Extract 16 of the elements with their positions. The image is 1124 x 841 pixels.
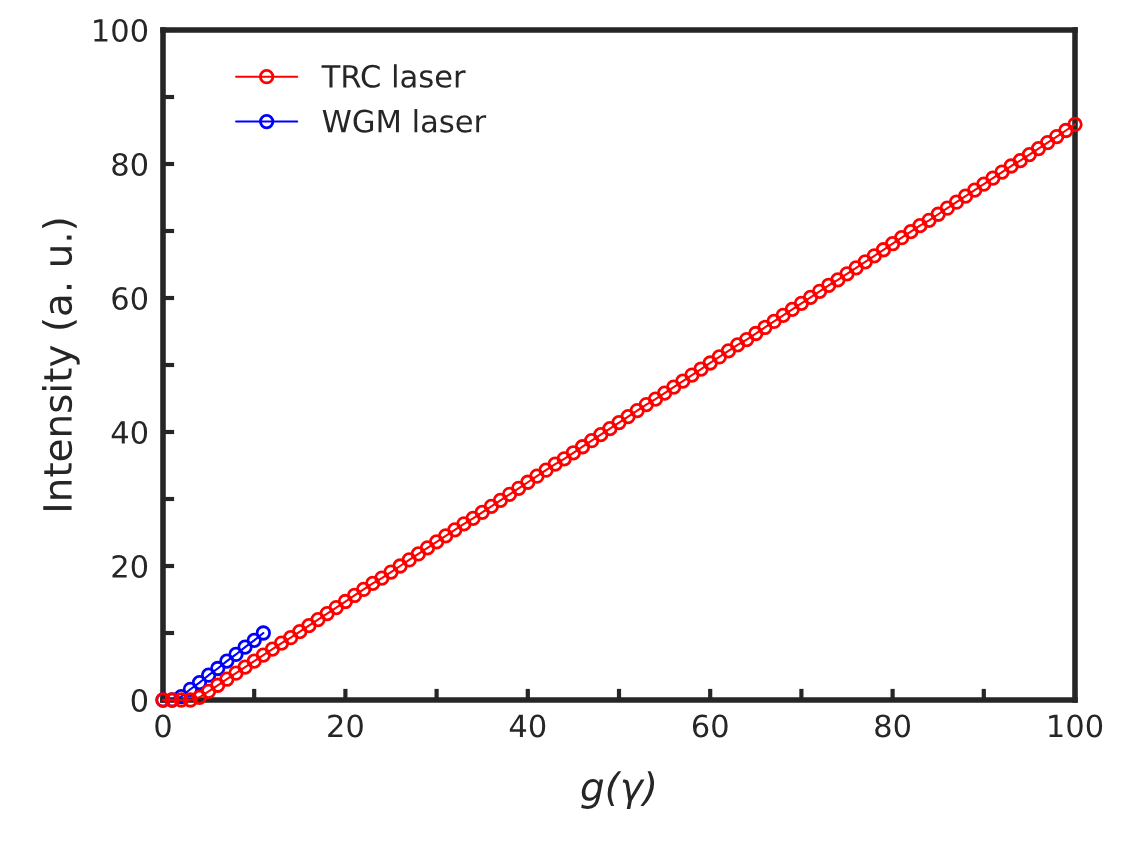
x-tick-label: 20 bbox=[328, 714, 363, 738]
x-tick-label: 0 bbox=[155, 714, 171, 738]
x-tick-label: 100 bbox=[1049, 714, 1103, 738]
y-tick-label: 100 bbox=[94, 18, 148, 43]
x-tick-label: 60 bbox=[692, 714, 728, 738]
y-tick-label: 40 bbox=[111, 420, 148, 445]
y-tick-label: 80 bbox=[112, 152, 148, 177]
y-tick-label: 0 bbox=[131, 688, 148, 713]
x-tick-label: 80 bbox=[875, 714, 911, 738]
y-tick-label: 60 bbox=[112, 286, 148, 311]
legend-label: WGM laser bbox=[322, 109, 487, 133]
y-axis-title: Intensity (a. u.) bbox=[42, 219, 80, 510]
x-tick-label: 40 bbox=[509, 714, 546, 738]
legend-label: TRC laser bbox=[321, 64, 466, 88]
x-axis-title: g(γ) bbox=[581, 771, 655, 809]
y-tick-label: 20 bbox=[112, 554, 148, 579]
